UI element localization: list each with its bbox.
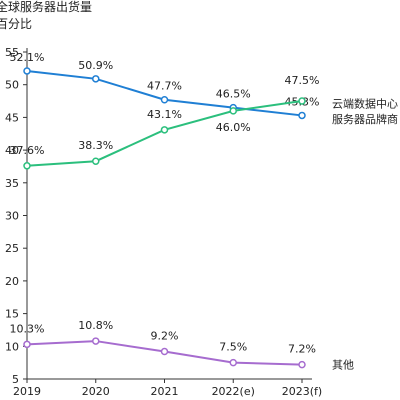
data-label: 52.1%	[10, 51, 45, 64]
data-label: 43.1%	[147, 108, 182, 121]
data-point	[92, 337, 100, 345]
y-tick-label: 50	[5, 79, 19, 92]
data-label: 37.6%	[10, 144, 45, 157]
y-tick-label: 20	[5, 275, 19, 288]
data-point	[298, 97, 306, 105]
data-point	[23, 162, 31, 170]
data-label: 38.3%	[78, 139, 113, 152]
y-tick-label: 25	[5, 242, 19, 255]
data-label: 46.5%	[216, 88, 251, 101]
axes: 5 10 15 20 25 30 35 40 45 50 55 2019 2020 2021 2022(e)…	[5, 46, 322, 398]
data-label: 47.7%	[147, 80, 182, 93]
y-tick-label: 10	[5, 340, 19, 353]
x-tick-label: 2019	[13, 385, 41, 398]
series-1: 37.6% 38.3% 43.1% 46.0% 47.5% 服务器品牌商	[10, 74, 398, 170]
y-tick-label: 5	[12, 373, 19, 386]
data-point	[160, 347, 169, 356]
series-0: 52.1%50.9%47.7%46.5%45.3%云端数据中心	[10, 51, 398, 120]
x-tick-label: 2020	[82, 385, 110, 398]
y-tick-label: 35	[5, 177, 19, 190]
x-tick-label: 2021	[151, 385, 179, 398]
data-point	[160, 95, 169, 104]
data-point	[160, 126, 169, 134]
y-axis-label: 百分比	[0, 17, 32, 31]
data-point	[298, 360, 306, 369]
series-name-label: 服务器品牌商	[332, 112, 398, 126]
data-label: 7.2%	[288, 343, 316, 356]
data-label: 47.5%	[285, 74, 320, 87]
y-tick-label: 55	[5, 46, 19, 59]
data-label: 46.0%	[216, 121, 251, 134]
data-label: 7.5%	[219, 341, 247, 354]
data-point	[229, 107, 237, 115]
series-name-label: 云端数据中心	[332, 96, 398, 110]
chart-title: 全球服务器出货量	[0, 0, 92, 14]
y-tick-label: 15	[5, 308, 19, 321]
data-point	[23, 340, 31, 349]
series-layer: 52.1%50.9%47.7%46.5%45.3%云端数据中心37.6%38.3…	[10, 51, 398, 372]
y-tick-label: 40	[5, 144, 19, 157]
x-tick-label: 2023(f)	[282, 385, 322, 398]
data-point	[229, 358, 237, 367]
series-name-label: 其他	[332, 359, 354, 372]
data-point	[92, 75, 100, 83]
data-label: 50.9%	[78, 59, 113, 72]
data-label: 10.3%	[10, 322, 45, 335]
data-point	[23, 67, 31, 75]
y-tick-label: 30	[5, 210, 19, 223]
y-tick-label: 45	[5, 111, 19, 124]
data-point	[92, 157, 100, 165]
x-tick-label: 2022(e)	[212, 385, 255, 398]
series-2: 10.3% 10.8% 9.2% 7.5% 7.2% 其他	[10, 319, 354, 372]
data-label: 9.2%	[151, 330, 179, 343]
data-label: 10.8%	[78, 319, 113, 332]
data-point	[298, 111, 306, 120]
